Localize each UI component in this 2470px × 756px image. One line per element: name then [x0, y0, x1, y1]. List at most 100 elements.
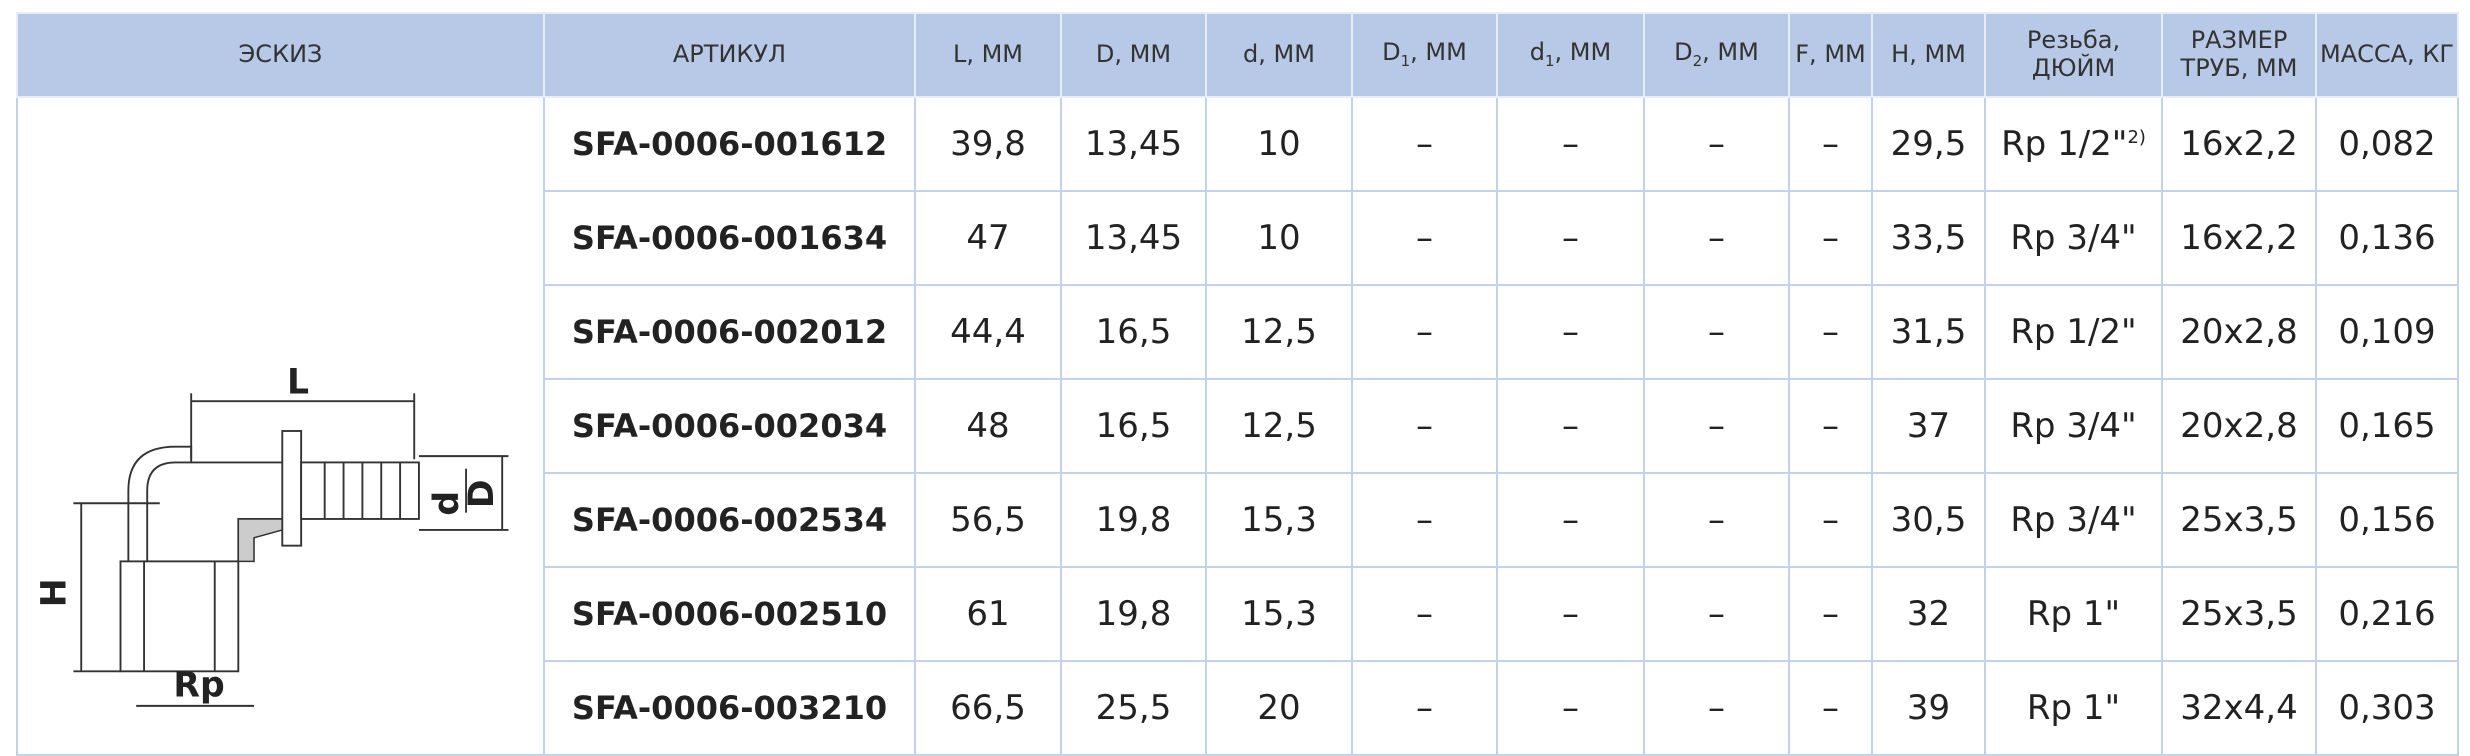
data-cell: –	[1788, 660, 1873, 756]
data-cell: Rp 1/2"	[1984, 284, 2163, 380]
article-cell: SFA-0006-003210	[543, 660, 916, 756]
header-cell: ЭСКИЗ	[16, 12, 545, 98]
data-cell: 31,5	[1871, 284, 1986, 380]
data-cell: 20x2,8	[2161, 284, 2317, 380]
header-cell: АРТИКУЛ	[543, 12, 916, 98]
data-cell: 25x3,5	[2161, 472, 2317, 568]
subscript: 2	[1692, 52, 1703, 71]
data-cell: 12,5	[1205, 378, 1353, 474]
data-cell: Rp 1/2"2)	[1984, 96, 2163, 192]
data-cell: 0,165	[2315, 378, 2459, 474]
data-cell: –	[1788, 566, 1873, 662]
article-cell: SFA-0006-001612	[543, 96, 916, 192]
sketch-label: D	[462, 479, 502, 508]
data-cell: –	[1351, 96, 1498, 192]
fitting-body	[191, 461, 283, 562]
sketch-label: H	[35, 578, 75, 607]
data-cell: Rp 1"	[1984, 660, 2163, 756]
data-cell: –	[1351, 378, 1498, 474]
data-cell: 16,5	[1060, 378, 1207, 474]
cell-suffix: , ММ	[1554, 38, 1612, 67]
data-cell: 20x2,8	[2161, 378, 2317, 474]
data-cell: 15,3	[1205, 472, 1353, 568]
data-cell: 48	[914, 378, 1062, 474]
data-cell: 32	[1871, 566, 1986, 662]
cell-text: Rp 1/2"	[2001, 124, 2128, 164]
data-cell: 47	[914, 190, 1062, 286]
header-row: ЭСКИЗ АРТИКУЛ L, ММ D, ММ d, ММ D1, ММ d1, ММ D…	[16, 12, 2459, 98]
data-cell: –	[1788, 190, 1873, 286]
article-cell: SFA-0006-002012	[543, 284, 916, 380]
subscript: 1	[1400, 52, 1411, 71]
sketch-label: L	[287, 362, 309, 402]
data-cell: –	[1643, 378, 1790, 474]
cell-line: РАЗМЕР	[2190, 26, 2288, 55]
sketch-label: Rp	[173, 665, 224, 705]
data-cell: –	[1496, 284, 1645, 380]
header-cell: Резьба, ДЮЙМ	[1984, 12, 2163, 98]
header-cell: D, ММ	[1060, 12, 1207, 98]
data-cell: 13,45	[1060, 96, 1207, 192]
data-cell: 30,5	[1871, 472, 1986, 568]
table-row: SFA-0006-002510 61 19,8 15,3– – – –32 Rp 1" 25x3…	[17, 566, 2459, 662]
data-cell: –	[1496, 566, 1645, 662]
article-cell: SFA-0006-002510	[543, 566, 916, 662]
data-cell: 12,5	[1205, 284, 1353, 380]
cell-text: D	[1674, 38, 1693, 67]
data-cell: 16,5	[1060, 284, 1207, 380]
fitting-body	[127, 445, 193, 562]
data-cell: 33,5	[1871, 190, 1986, 286]
header-cell: H, ММ	[1871, 12, 1986, 98]
superscript: 2)	[2127, 127, 2146, 148]
data-cell: –	[1351, 472, 1498, 568]
data-cell: –	[1496, 378, 1645, 474]
data-cell: 56,5	[914, 472, 1062, 568]
data-cell: –	[1643, 472, 1790, 568]
table-row: SFA-0006-002534 56,5 19,8 15,3– – – –30,5 Rp 3/…	[17, 472, 2459, 568]
data-cell: –	[1351, 660, 1498, 756]
data-cell: 25x3,5	[2161, 566, 2317, 662]
header-cell: d1, ММ	[1496, 12, 1645, 98]
data-cell: –	[1643, 96, 1790, 192]
cell-suffix: , ММ	[1702, 38, 1759, 67]
table-row: SFA-0006-003210 66,5 25,5 20– – – –39 Rp 1" 32x4…	[17, 660, 2459, 756]
header-cell: D2, ММ	[1643, 12, 1790, 98]
spec-table: ЭСКИЗ АРТИКУЛ L, ММ D, ММ d, ММ D1, ММ d1, ММ D…	[16, 12, 2459, 756]
data-cell: 0,082	[2315, 96, 2459, 192]
data-cell: –	[1643, 660, 1790, 756]
article-cell: SFA-0006-002534	[543, 472, 916, 568]
data-cell: –	[1496, 190, 1645, 286]
data-cell: 61	[914, 566, 1062, 662]
data-cell: 44,4	[914, 284, 1062, 380]
barrel	[300, 461, 420, 520]
data-cell: 39	[1871, 660, 1986, 756]
sketch: LdD H Rp	[35, 362, 509, 707]
data-cell: 66,5	[914, 660, 1062, 756]
data-cell: –	[1643, 566, 1790, 662]
subscript: 1	[1545, 52, 1555, 71]
data-cell: 16x2,2	[2161, 190, 2317, 286]
data-cell: 0,109	[2315, 284, 2459, 380]
data-cell: 29,5	[1871, 96, 1986, 192]
table-row: SFA-0006-002034 48 16,5 12,5– – – –37 Rp 3/4" 20…	[17, 378, 2459, 474]
data-cell: 16x2,2	[2161, 96, 2317, 192]
data-cell: 15,3	[1205, 566, 1353, 662]
cell-line: Резьба,	[2026, 26, 2121, 55]
header-cell: F, ММ	[1788, 12, 1873, 98]
data-cell: 19,8	[1060, 566, 1207, 662]
cell-line: ТРУБ, ММ	[2180, 54, 2298, 82]
data-cell: –	[1643, 190, 1790, 286]
data-cell: –	[1788, 472, 1873, 568]
collar	[281, 430, 303, 547]
data-cell: –	[1788, 96, 1873, 192]
data-cell: 39,8	[914, 96, 1062, 192]
cell-line: ДЮЙМ	[2031, 54, 2116, 82]
data-cell: 20	[1205, 660, 1353, 756]
data-cell: –	[1788, 378, 1873, 474]
data-cell: –	[1496, 96, 1645, 192]
data-cell: Rp 3/4"	[1984, 190, 2163, 286]
data-cell: 19,8	[1060, 472, 1207, 568]
